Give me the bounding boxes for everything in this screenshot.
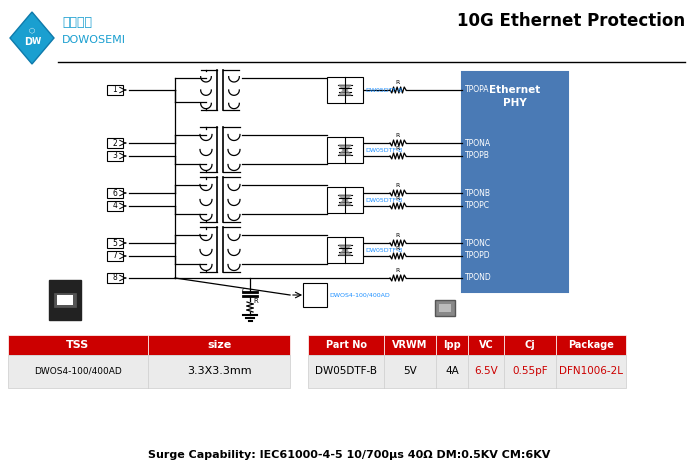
Text: 0.55pF: 0.55pF <box>512 367 548 377</box>
Text: VRWM: VRWM <box>392 340 428 350</box>
Bar <box>556 335 626 355</box>
Text: R: R <box>396 246 400 251</box>
Text: R: R <box>396 268 400 273</box>
Bar <box>57 295 73 305</box>
Polygon shape <box>339 145 351 152</box>
Text: Ipp: Ipp <box>443 340 461 350</box>
Text: 1: 1 <box>112 86 117 95</box>
Text: 东沃电子: 东沃电子 <box>62 16 92 29</box>
Bar <box>8 355 290 388</box>
Text: R: R <box>396 133 400 138</box>
Bar <box>148 335 290 355</box>
Bar <box>49 280 81 320</box>
Polygon shape <box>339 148 351 155</box>
Text: R: R <box>396 80 400 85</box>
Polygon shape <box>10 12 54 64</box>
Text: 4A: 4A <box>445 367 459 377</box>
Text: VC: VC <box>479 340 493 350</box>
Text: TPONC: TPONC <box>465 238 491 247</box>
Polygon shape <box>339 85 351 92</box>
Text: R: R <box>253 298 258 304</box>
Bar <box>107 188 123 198</box>
Text: DOWOSEMI: DOWOSEMI <box>62 35 126 45</box>
Text: TPONB: TPONB <box>465 189 491 198</box>
Text: Ethernet: Ethernet <box>489 85 541 95</box>
Text: TPOPA: TPOPA <box>465 86 489 95</box>
Bar <box>308 355 626 388</box>
Bar <box>8 335 148 355</box>
Bar <box>327 77 363 103</box>
Polygon shape <box>339 248 351 255</box>
Text: 5V: 5V <box>403 367 417 377</box>
Text: TSS: TSS <box>66 340 89 350</box>
Text: Cj: Cj <box>525 340 535 350</box>
Text: DWOS4-100/400AD: DWOS4-100/400AD <box>329 293 389 297</box>
Text: W: W <box>31 38 40 47</box>
Text: DW05DTF-B: DW05DTF-B <box>365 198 402 202</box>
Bar <box>439 304 451 312</box>
Text: R: R <box>396 233 400 238</box>
Text: 5: 5 <box>112 238 117 247</box>
Text: TPOPB: TPOPB <box>465 152 490 161</box>
Text: 10G Ethernet Protection: 10G Ethernet Protection <box>457 12 685 30</box>
Bar <box>107 273 123 283</box>
Text: R: R <box>396 196 400 201</box>
Text: R: R <box>396 183 400 188</box>
Text: DW05DTF-B: DW05DTF-B <box>365 87 402 93</box>
Text: size: size <box>207 340 231 350</box>
Bar <box>435 300 455 316</box>
Text: TPONA: TPONA <box>465 139 491 148</box>
Text: 8: 8 <box>112 274 117 283</box>
Text: TPOND: TPOND <box>465 274 492 283</box>
Bar <box>468 335 504 355</box>
Polygon shape <box>339 245 351 252</box>
Bar <box>327 187 363 213</box>
Text: 4: 4 <box>112 201 117 210</box>
Text: DW05DTF-B: DW05DTF-B <box>365 148 402 152</box>
Text: 3: 3 <box>112 152 117 161</box>
Text: TPOPD: TPOPD <box>465 251 491 260</box>
Text: 6.5V: 6.5V <box>474 367 498 377</box>
Text: 7: 7 <box>112 251 117 260</box>
Text: C: C <box>242 288 247 294</box>
Bar <box>504 335 556 355</box>
Text: ⬡: ⬡ <box>29 27 35 33</box>
Text: DW05DTF-B: DW05DTF-B <box>315 367 377 377</box>
Bar <box>303 283 327 307</box>
Text: DFN1006-2L: DFN1006-2L <box>559 367 623 377</box>
Bar <box>327 137 363 163</box>
Text: DWOS4-100/400AD: DWOS4-100/400AD <box>34 367 122 376</box>
Text: Surge Capability: IEC61000-4-5 10/700μs 40Ω DM:0.5KV CM:6KV: Surge Capability: IEC61000-4-5 10/700μs … <box>148 450 550 460</box>
Text: 6: 6 <box>112 189 117 198</box>
Text: 2: 2 <box>112 139 117 148</box>
Text: Package: Package <box>568 340 614 350</box>
Text: DW05DTF-B: DW05DTF-B <box>365 247 402 253</box>
Bar <box>107 85 123 95</box>
Text: D: D <box>24 37 32 47</box>
Bar <box>107 251 123 261</box>
Bar <box>107 201 123 211</box>
Bar <box>107 138 123 148</box>
Text: PHY: PHY <box>503 98 527 108</box>
Polygon shape <box>339 88 351 95</box>
Bar <box>54 293 76 307</box>
Bar <box>384 335 436 355</box>
Bar <box>327 237 363 263</box>
Text: R: R <box>396 146 400 151</box>
Text: TPOPC: TPOPC <box>465 201 490 210</box>
Bar <box>436 335 468 355</box>
Polygon shape <box>339 198 351 205</box>
Bar <box>462 72 568 292</box>
Bar <box>107 238 123 248</box>
Bar <box>308 335 384 355</box>
Text: 3.3X3.3mm: 3.3X3.3mm <box>186 367 251 377</box>
Polygon shape <box>339 195 351 202</box>
Text: Part No: Part No <box>325 340 366 350</box>
Bar <box>107 151 123 161</box>
